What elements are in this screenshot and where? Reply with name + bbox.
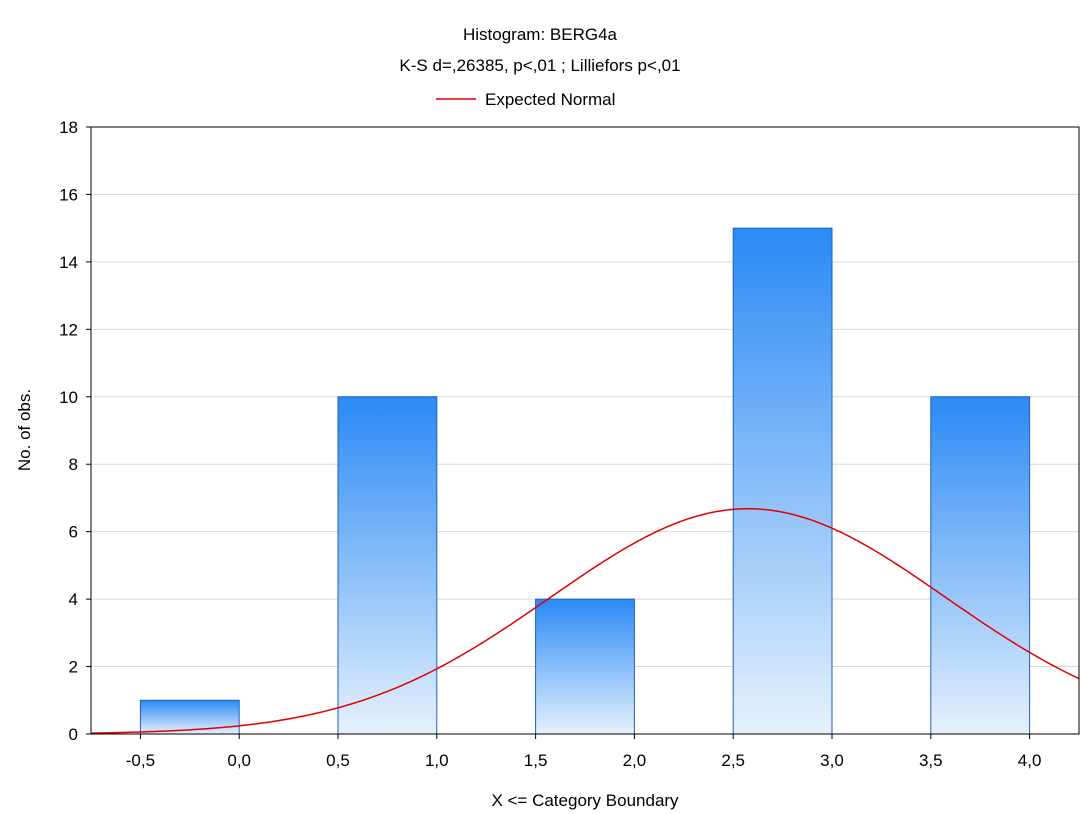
y-tick-label: 12 xyxy=(59,320,78,339)
x-tick-label: 0,5 xyxy=(326,751,350,770)
chart-subtitle: K-S d=,26385, p<,01 ; Lilliefors p<,01 xyxy=(399,56,680,75)
y-axis-label: No. of obs. xyxy=(15,389,34,471)
x-tick-label: 1,0 xyxy=(425,751,449,770)
chart-title: Histogram: BERG4a xyxy=(463,25,618,44)
histogram-bars xyxy=(139,227,1031,735)
x-tick-label: 3,5 xyxy=(919,751,943,770)
x-axis-label: X <= Category Boundary xyxy=(491,791,679,810)
y-tick-label: 0 xyxy=(69,725,78,744)
y-tick-label: 4 xyxy=(69,590,78,609)
x-axis: -0,5 0,0 0,5 1,0 1,5 2,0 2,5 3,0 3,5 4,0 xyxy=(126,734,1042,770)
histogram-bar xyxy=(535,598,635,735)
expected-normal-curve xyxy=(91,507,1079,734)
y-tick-label: 8 xyxy=(69,455,78,474)
y-tick-label: 18 xyxy=(59,118,78,137)
x-tick-label: 1,5 xyxy=(524,751,548,770)
plot-frame xyxy=(90,126,1080,735)
y-tick-label: 16 xyxy=(59,185,78,204)
x-tick-label: 0,0 xyxy=(227,751,251,770)
legend: Expected Normal xyxy=(436,90,615,109)
x-tick-label: 3,0 xyxy=(820,751,844,770)
y-tick-label: 14 xyxy=(59,253,78,272)
y-tick-label: 2 xyxy=(69,658,78,677)
x-tick-label: 4,0 xyxy=(1018,751,1042,770)
y-axis: 0 2 4 6 8 10 12 14 16 18 xyxy=(59,118,91,744)
legend-label-expected-normal: Expected Normal xyxy=(485,90,615,109)
histogram-bar xyxy=(337,396,438,735)
y-tick-label: 6 xyxy=(69,523,78,542)
histogram-bar xyxy=(732,227,833,735)
y-tick-label: 10 xyxy=(59,388,78,407)
x-tick-label: 2,0 xyxy=(623,751,647,770)
histogram-bar xyxy=(139,699,240,735)
x-tick-label: -0,5 xyxy=(126,751,155,770)
x-tick-label: 2,5 xyxy=(721,751,745,770)
histogram-bar xyxy=(930,396,1031,735)
